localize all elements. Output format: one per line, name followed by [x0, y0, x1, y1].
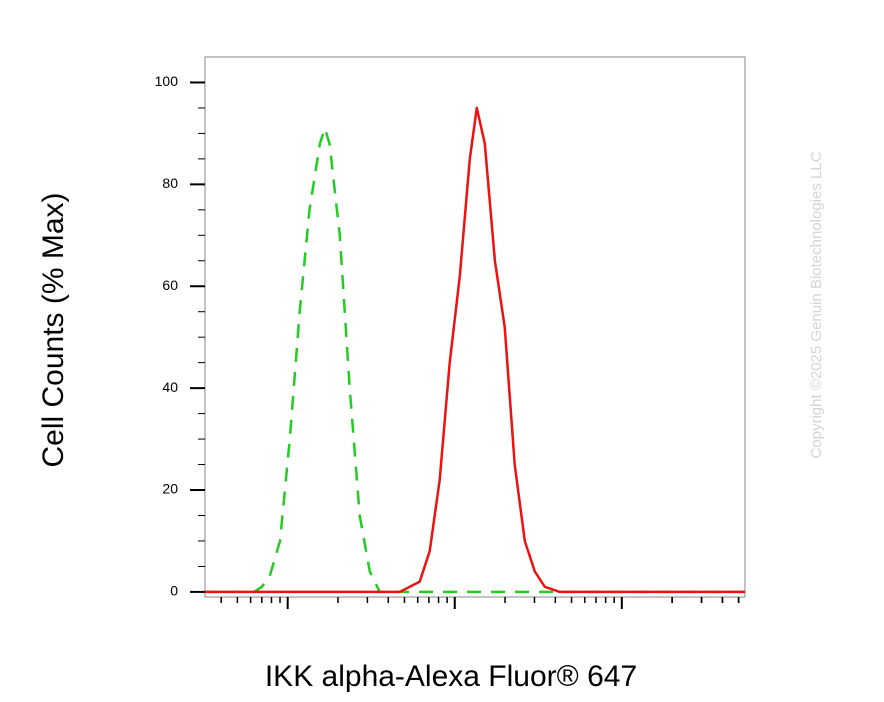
y-axis-label: Cell Counts (% Max): [37, 192, 70, 467]
y-tick-label: 40: [162, 379, 178, 395]
y-tick-label: 100: [155, 73, 179, 89]
y-tick-label: 20: [162, 481, 178, 497]
y-tick-label: 80: [162, 175, 178, 191]
plot-frame: [204, 56, 746, 598]
histogram-line: [205, 106, 745, 594]
y-tick-label: 60: [162, 277, 178, 293]
y-tick-label: 0: [170, 583, 178, 599]
watermark: Copyright ©2025 Genuin Biotechnologies L…: [808, 151, 825, 458]
x-axis-label: IKK alpha-Alexa Fluor® 647: [265, 660, 637, 693]
histogram-line: [205, 127, 745, 594]
